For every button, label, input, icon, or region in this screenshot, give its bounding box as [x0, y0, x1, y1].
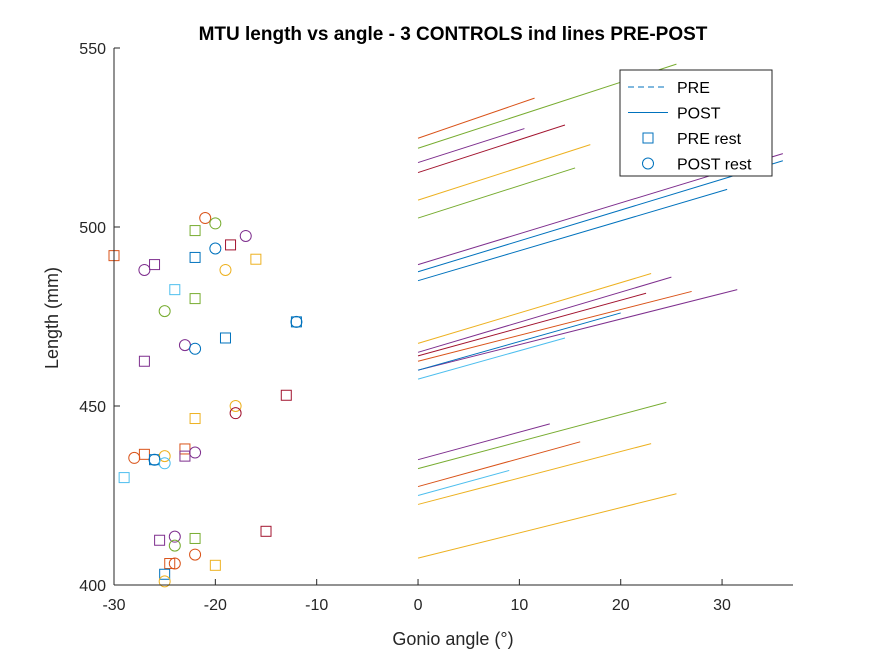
pre-rest-marker	[138, 355, 150, 367]
x-tick-label: 20	[612, 597, 630, 614]
data-line	[417, 167, 576, 219]
data-line	[417, 97, 535, 139]
post-rest-marker	[158, 457, 171, 470]
post-rest-marker	[290, 315, 303, 328]
y-tick-label: 450	[79, 399, 106, 416]
chart-title: MTU length vs angle - 3 CONTROLS ind lin…	[199, 24, 708, 45]
post-rest-marker	[189, 446, 202, 459]
pre-rest-marker	[225, 239, 237, 251]
post-rest-marker	[158, 305, 171, 318]
pre-rest-marker	[164, 558, 176, 570]
x-tick-label: -20	[204, 597, 227, 614]
pre-rest-marker	[280, 389, 292, 401]
data-line	[417, 441, 581, 488]
post-rest-marker	[158, 575, 171, 588]
post-rest-marker	[229, 407, 242, 420]
axes: -30 -20 -10 0 10 20 30 400 450 500 550	[79, 41, 793, 614]
y-tick-label: 400	[79, 578, 106, 595]
post-rest-marker	[219, 263, 232, 276]
x-tick-label: -30	[102, 597, 125, 614]
pre-rest-marker	[250, 253, 262, 265]
data-line	[417, 337, 566, 380]
data-line	[417, 493, 677, 559]
data-line	[417, 423, 550, 461]
post-rest-marker	[229, 400, 242, 412]
post-rest-marker	[168, 557, 181, 570]
pre-rest-marker	[189, 225, 201, 237]
legend: PRE POST PRE rest POST rest	[619, 69, 773, 177]
pre-rest-marker	[219, 332, 231, 344]
legend-label: PRE	[677, 80, 710, 97]
post-rest-marker	[168, 530, 181, 543]
data-line	[417, 469, 510, 496]
pre-rest-marker	[179, 443, 191, 455]
pre-rest-marker	[209, 559, 221, 571]
legend-label: POST	[677, 106, 721, 123]
x-tick-label: 30	[713, 597, 731, 614]
pre-rest-marker	[189, 413, 201, 425]
data-line	[417, 144, 591, 201]
pre-rest-marker	[260, 525, 272, 537]
post-rest-marker	[168, 539, 181, 552]
legend-label: PRE rest	[677, 131, 742, 148]
pre-rest-marker	[189, 293, 201, 305]
data-line	[417, 312, 621, 371]
post-rest-marker	[199, 212, 212, 225]
data-line	[417, 273, 652, 344]
data-line	[417, 160, 784, 273]
legend-label: POST rest	[677, 157, 752, 174]
plot-area	[108, 63, 784, 588]
post-rest-marker	[128, 451, 141, 464]
post-rest-marker	[209, 242, 222, 255]
data-line	[417, 188, 728, 282]
pre-rest-marker	[179, 450, 191, 462]
x-tick-label: -10	[305, 597, 328, 614]
data-line	[417, 292, 647, 357]
data-line	[417, 443, 652, 505]
pre-rest-marker	[189, 251, 201, 263]
pre-rest-marker	[159, 568, 171, 580]
data-line	[417, 289, 738, 371]
post-rest-marker	[189, 548, 202, 561]
pre-rest-marker	[118, 472, 130, 484]
post-rest-marker	[209, 217, 222, 230]
data-line	[417, 401, 667, 470]
y-tick-label: 550	[79, 41, 106, 58]
post-rest-marker	[189, 342, 202, 355]
pre-rest-marker	[169, 284, 181, 296]
x-tick-label: 0	[414, 597, 423, 614]
x-axis-label: Gonio angle (°)	[392, 629, 513, 649]
data-line	[417, 128, 525, 164]
y-axis-label: Length (mm)	[42, 267, 62, 369]
y-tick-label: 500	[79, 220, 106, 237]
post-rest-marker	[138, 263, 151, 276]
post-rest-marker	[239, 229, 252, 242]
pre-rest-marker	[149, 259, 161, 271]
x-tick-label: 10	[510, 597, 528, 614]
legend-swatch-pre-rest	[642, 132, 654, 144]
legend-swatch-post-rest	[642, 157, 654, 170]
pre-rest-marker	[154, 534, 166, 546]
data-line	[417, 124, 566, 174]
data-line	[417, 276, 672, 353]
pre-rest-marker	[189, 532, 201, 544]
data-line	[417, 290, 692, 362]
